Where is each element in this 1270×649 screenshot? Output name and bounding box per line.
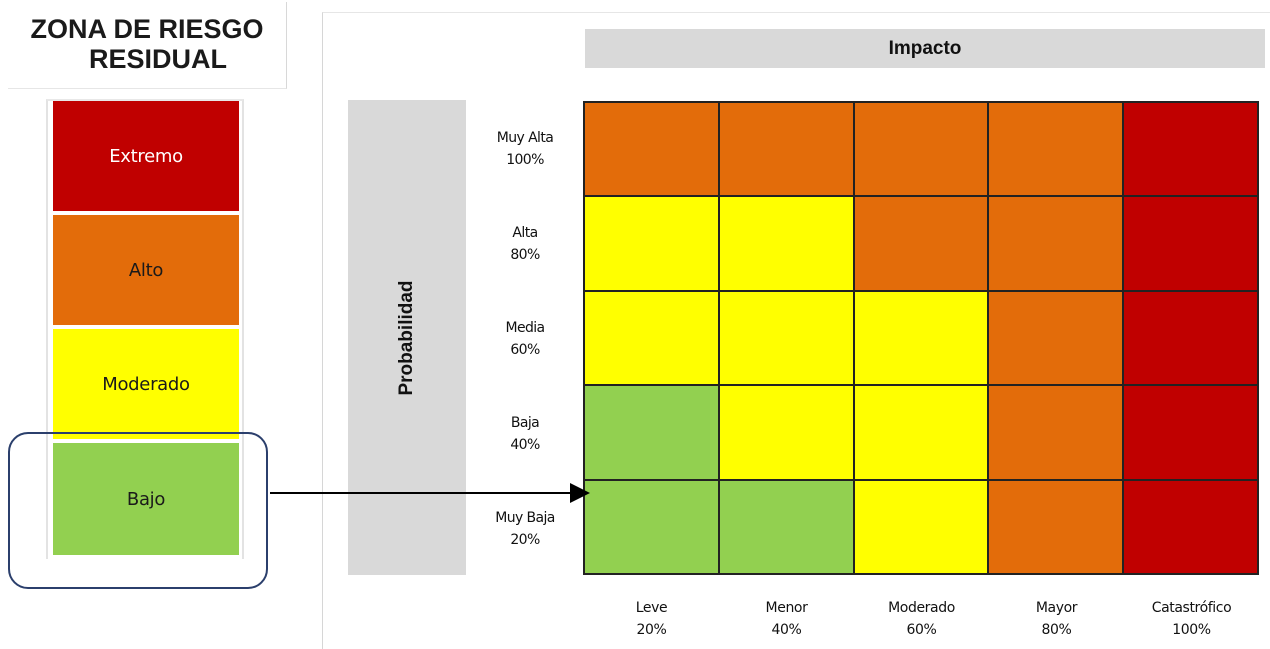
matrix-cell-r0-c4	[1123, 102, 1258, 197]
legend-label: Moderado	[102, 373, 190, 395]
legend-item-bajo: Bajo	[53, 443, 239, 555]
legend-label: Alto	[128, 259, 164, 281]
matrix-cell-r0-c1	[718, 102, 854, 197]
risk-matrix-grid	[583, 101, 1259, 575]
row-label-name: Alta	[512, 224, 538, 241]
matrix-cell-r3-c4	[1123, 385, 1258, 480]
matrix-cell-r3-c0	[584, 385, 719, 480]
legend-label: Bajo	[126, 488, 166, 510]
matrix-cell-r2-c3	[988, 290, 1124, 386]
legend-item-moderado: Moderado	[53, 329, 239, 439]
row-label-baja: Baja 40%	[472, 386, 578, 481]
row-label-name: Muy Baja	[495, 509, 555, 526]
col-label-leve: Leve 20%	[584, 596, 719, 642]
col-label-pct: 60%	[906, 622, 937, 638]
matrix-cell-r1-c3	[988, 196, 1124, 291]
matrix-cell-r2-c1	[718, 290, 854, 386]
col-label-name: Catastrófico	[1151, 600, 1232, 616]
matrix-cell-r2-c0	[584, 290, 719, 386]
bajo-highlight-frame	[8, 432, 268, 589]
row-label-name: Media	[505, 319, 545, 336]
row-label-pct: 100%	[506, 151, 544, 168]
matrix-cell-r1-c0	[584, 196, 719, 291]
risk-zone-legend: Extremo Alto Moderado Bajo	[46, 99, 244, 559]
matrix-cell-r0-c2	[853, 102, 989, 197]
row-label-name: Muy Alta	[496, 129, 554, 146]
col-label-menor: Menor 40%	[719, 596, 854, 642]
matrix-cell-r2-c4	[1123, 290, 1258, 386]
matrix-panel	[322, 12, 1270, 649]
row-label-pct: 40%	[510, 436, 540, 453]
matrix-cell-r4-c2	[853, 479, 989, 574]
matrix-cell-r1-c2	[853, 196, 989, 291]
matrix-cell-r0-c3	[988, 102, 1124, 197]
impact-axis-header: Impacto	[585, 29, 1265, 68]
legend-label: Extremo	[109, 145, 183, 167]
zone-title-line1: ZONA DE RIESGO	[30, 14, 264, 44]
matrix-cell-r4-c1	[718, 479, 854, 574]
row-label-name: Baja	[510, 414, 540, 431]
col-label-pct: 40%	[771, 622, 802, 638]
zone-title: ZONA DE RIESGO RESIDUAL	[8, 2, 287, 89]
legend-item-alto: Alto	[53, 215, 239, 325]
col-label-name: Leve	[635, 600, 668, 616]
matrix-cell-r4-c0	[584, 479, 719, 574]
zone-title-line2: RESIDUAL	[88, 44, 227, 74]
row-label-muy-baja: Muy Baja 20%	[472, 481, 578, 576]
row-label-muy-alta: Muy Alta 100%	[472, 101, 578, 196]
matrix-cell-r4-c4	[1123, 479, 1258, 574]
col-label-pct: 20%	[636, 622, 667, 638]
col-label-catastrofico: Catastrófico 100%	[1124, 596, 1259, 642]
matrix-cell-r1-c4	[1123, 196, 1258, 291]
col-label-name: Mayor	[1035, 600, 1078, 616]
matrix-cell-r3-c3	[988, 385, 1124, 480]
col-label-mayor: Mayor 80%	[989, 596, 1124, 642]
col-label-moderado: Moderado 60%	[854, 596, 989, 642]
row-label-pct: 80%	[510, 246, 540, 263]
probability-axis-header: Probabilidad	[348, 100, 466, 575]
col-label-name: Moderado	[888, 600, 955, 616]
col-label-name: Menor	[765, 600, 808, 616]
matrix-cell-r2-c2	[853, 290, 989, 386]
matrix-cell-r3-c2	[853, 385, 989, 480]
legend-item-extremo: Extremo	[53, 101, 239, 211]
row-label-media: Media 60%	[472, 291, 578, 386]
col-label-pct: 80%	[1041, 622, 1072, 638]
row-label-pct: 60%	[510, 341, 540, 358]
row-label-pct: 20%	[510, 531, 540, 548]
col-label-pct: 100%	[1172, 622, 1211, 638]
row-label-alta: Alta 80%	[472, 196, 578, 291]
matrix-cell-r3-c1	[718, 385, 854, 480]
matrix-cell-r4-c3	[988, 479, 1124, 574]
matrix-cell-r0-c0	[584, 102, 719, 197]
matrix-cell-r1-c1	[718, 196, 854, 291]
